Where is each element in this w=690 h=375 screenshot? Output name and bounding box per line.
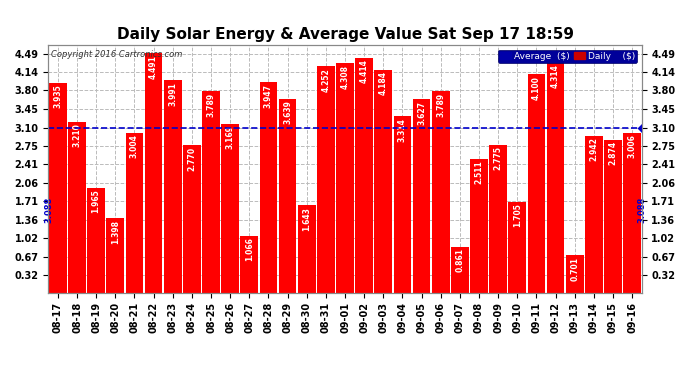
- Bar: [279, 99, 297, 292]
- Bar: [202, 91, 220, 292]
- Bar: [88, 188, 105, 292]
- Bar: [509, 202, 526, 292]
- Text: 2.770: 2.770: [188, 147, 197, 171]
- Bar: [49, 83, 67, 292]
- Bar: [164, 80, 181, 292]
- Text: 3.627: 3.627: [417, 101, 426, 125]
- Text: 3.789: 3.789: [206, 92, 215, 117]
- Text: 4.491: 4.491: [149, 55, 158, 79]
- Bar: [106, 218, 124, 292]
- Bar: [528, 74, 545, 292]
- Bar: [604, 140, 622, 292]
- Bar: [375, 70, 392, 292]
- Text: 3.991: 3.991: [168, 82, 177, 105]
- Text: 1.398: 1.398: [111, 220, 120, 244]
- Bar: [623, 132, 641, 292]
- Text: 1.965: 1.965: [92, 189, 101, 213]
- Text: 1.705: 1.705: [513, 203, 522, 227]
- Text: 1.643: 1.643: [302, 207, 311, 231]
- Bar: [183, 145, 201, 292]
- Bar: [393, 116, 411, 292]
- Bar: [566, 255, 584, 292]
- Bar: [585, 136, 602, 292]
- Bar: [432, 91, 449, 292]
- Text: 2.942: 2.942: [589, 138, 598, 161]
- Bar: [355, 57, 373, 292]
- Legend: Average  ($), Daily    ($): Average ($), Daily ($): [498, 50, 637, 63]
- Bar: [68, 122, 86, 292]
- Bar: [336, 63, 354, 292]
- Bar: [489, 145, 507, 292]
- Text: 0.861: 0.861: [455, 248, 464, 272]
- Text: 1.066: 1.066: [245, 237, 254, 261]
- Text: 3.210: 3.210: [72, 123, 81, 147]
- Text: 4.184: 4.184: [379, 71, 388, 95]
- Text: 3.004: 3.004: [130, 134, 139, 158]
- Text: 4.414: 4.414: [359, 59, 368, 83]
- Bar: [221, 124, 239, 292]
- Bar: [259, 82, 277, 292]
- Bar: [126, 133, 144, 292]
- Text: 3.088: 3.088: [637, 197, 647, 223]
- Text: 4.252: 4.252: [322, 68, 331, 92]
- Bar: [413, 99, 431, 292]
- Text: 2.775: 2.775: [493, 146, 502, 170]
- Text: 3.947: 3.947: [264, 84, 273, 108]
- Bar: [470, 159, 488, 292]
- Bar: [298, 205, 315, 292]
- Text: 3.639: 3.639: [283, 100, 292, 124]
- Bar: [546, 63, 564, 292]
- Text: 3.169: 3.169: [226, 125, 235, 149]
- Text: 3.088: 3.088: [45, 197, 54, 223]
- Text: 4.100: 4.100: [532, 76, 541, 100]
- Title: Daily Solar Energy & Average Value Sat Sep 17 18:59: Daily Solar Energy & Average Value Sat S…: [117, 27, 573, 42]
- Bar: [317, 66, 335, 292]
- Text: 4.314: 4.314: [551, 64, 560, 88]
- Bar: [451, 247, 469, 292]
- Text: 3.789: 3.789: [436, 92, 445, 117]
- Text: 4.308: 4.308: [340, 65, 350, 89]
- Bar: [145, 54, 162, 292]
- Text: 3.935: 3.935: [53, 85, 62, 108]
- Text: 3.314: 3.314: [398, 118, 407, 142]
- Text: 2.874: 2.874: [609, 141, 618, 165]
- Text: Copyright 2016 Cartronics.com: Copyright 2016 Cartronics.com: [51, 50, 183, 59]
- Text: 2.511: 2.511: [475, 160, 484, 184]
- Bar: [241, 236, 258, 292]
- Text: 0.701: 0.701: [570, 257, 579, 281]
- Text: 3.006: 3.006: [628, 134, 637, 158]
